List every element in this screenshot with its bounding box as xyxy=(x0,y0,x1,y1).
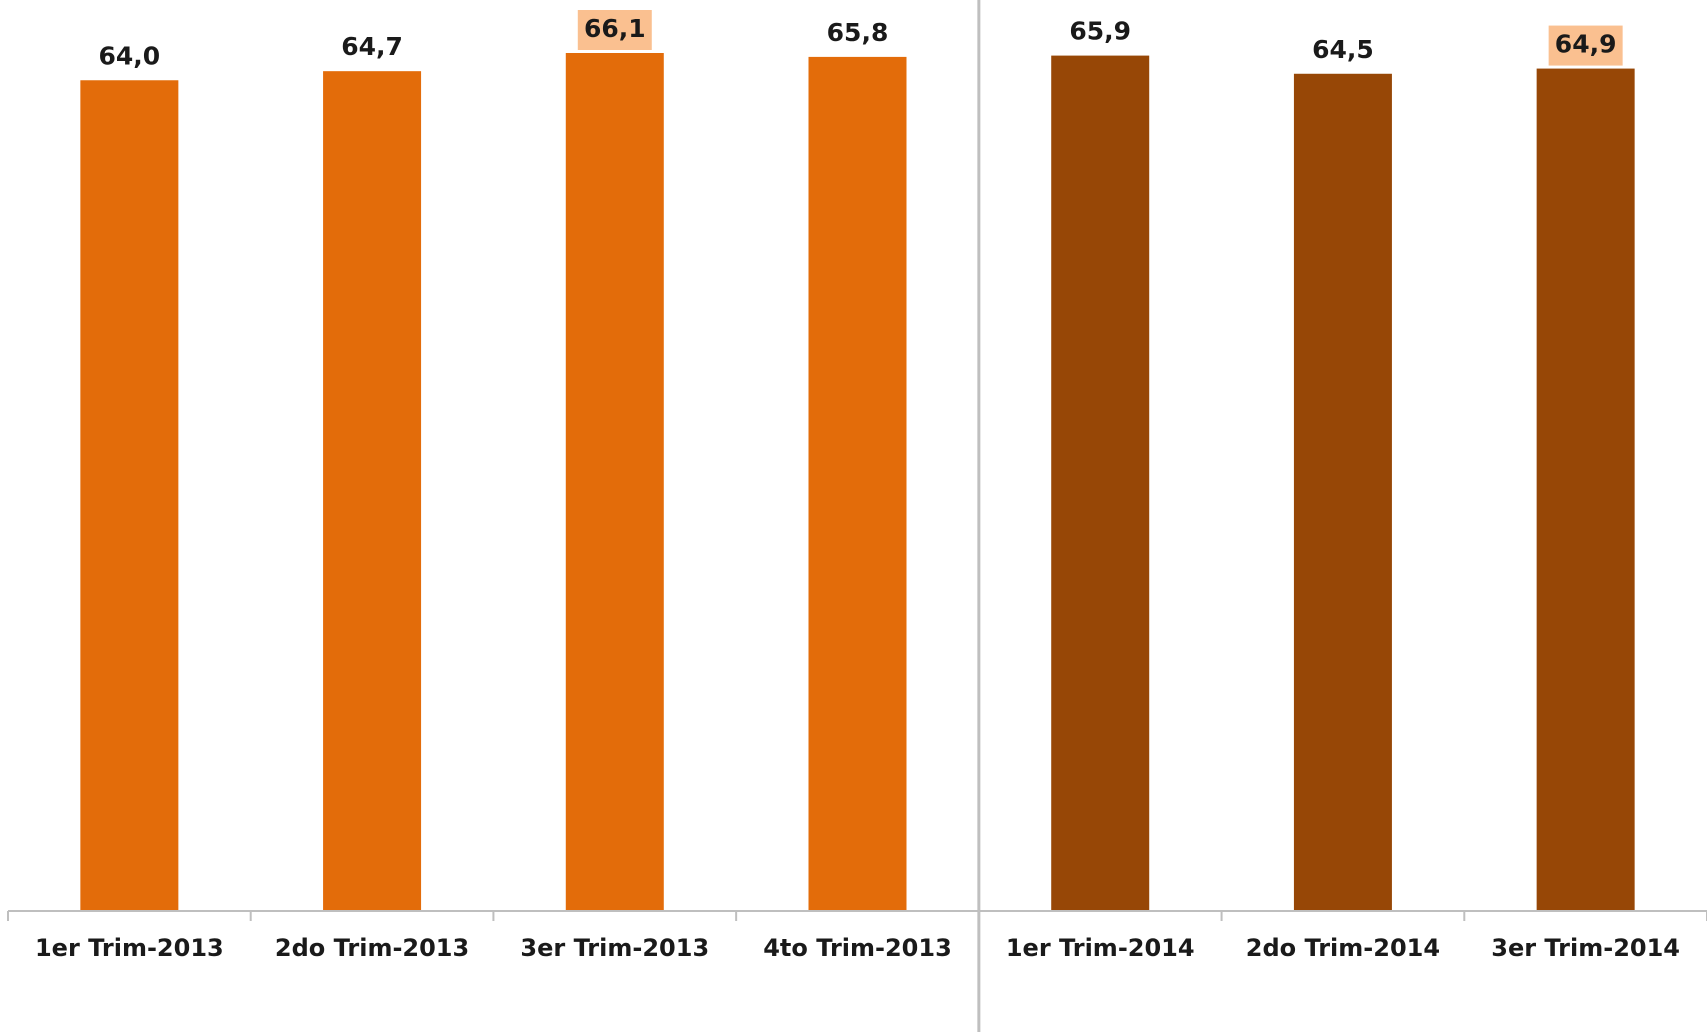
bar xyxy=(808,56,907,911)
value-label: 64,5 xyxy=(1312,35,1374,64)
x-tick-label: 3er Trim-2013 xyxy=(520,934,709,962)
tick-labels: 1er Trim-2013 2do Trim-2013 3er Trim-2013 4… xyxy=(35,934,1680,962)
x-tick-label: 1er Trim-2013 xyxy=(35,934,224,962)
value-label-highlight xyxy=(1548,25,1623,66)
bar xyxy=(1293,73,1392,911)
x-tick-label: 4to Trim-2013 xyxy=(763,934,952,962)
value-labels: 64,0 64,7 66,1 65,8 65,9 64,5 64,9 xyxy=(99,10,1623,70)
value-label: 64,9 xyxy=(1555,30,1617,59)
bar xyxy=(1536,68,1635,911)
bar xyxy=(80,80,179,912)
x-tick-label: 2do Trim-2013 xyxy=(275,934,469,962)
value-label: 64,0 xyxy=(99,41,161,70)
x-tick-label: 2do Trim-2014 xyxy=(1246,934,1440,962)
value-label: 66,1 xyxy=(584,14,646,43)
value-label: 64,7 xyxy=(341,32,403,61)
value-label-highlight xyxy=(577,10,652,50)
value-label: 65,9 xyxy=(1069,17,1131,46)
x-tick-label: 3er Trim-2014 xyxy=(1491,934,1680,962)
bar xyxy=(1051,55,1150,911)
value-label: 65,8 xyxy=(827,18,889,47)
bar xyxy=(565,53,664,911)
x-axis xyxy=(7,0,1707,1032)
x-tick-label: 1er Trim-2014 xyxy=(1006,934,1195,962)
bar xyxy=(323,71,422,911)
bars xyxy=(80,53,1635,912)
